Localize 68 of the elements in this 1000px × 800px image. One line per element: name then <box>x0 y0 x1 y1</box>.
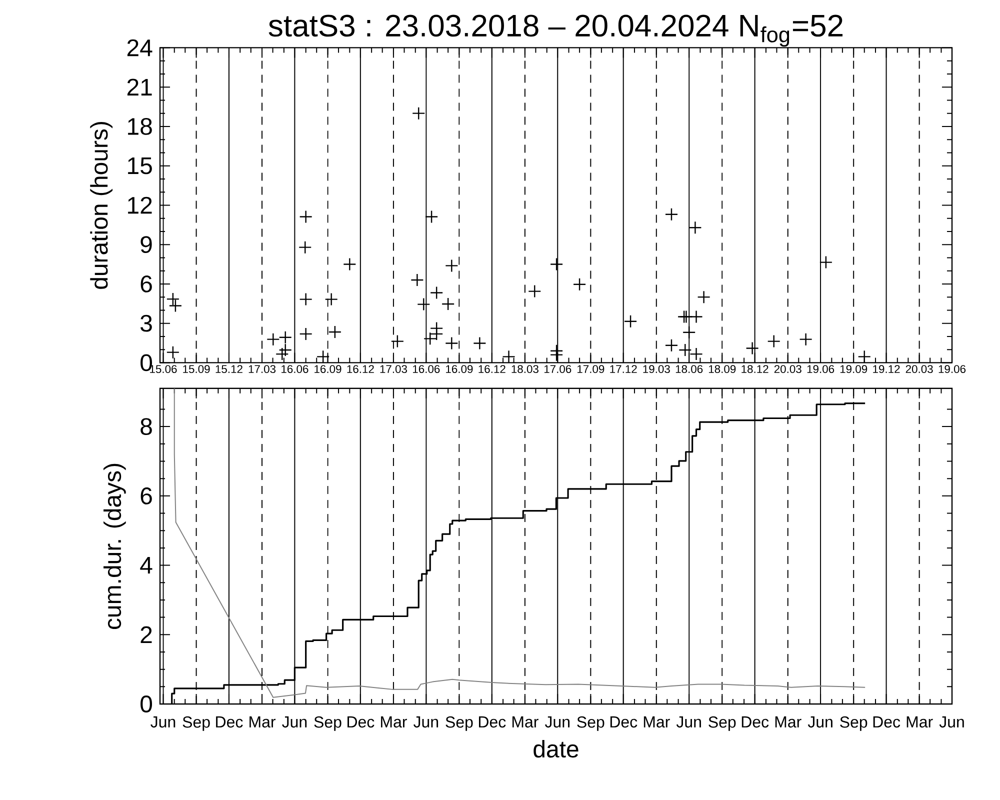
x-tick-label: Mar <box>775 716 802 728</box>
y-tick-label: 6 <box>140 275 152 292</box>
x-tick-label: 17.09 <box>578 365 604 374</box>
x-tick-label: 16.06 <box>412 365 440 374</box>
x-tick-label: Mar <box>644 716 670 728</box>
x-tick-label: 18.03 <box>512 365 538 374</box>
x-tick-label: Dec <box>478 716 506 728</box>
y-tick-label: 0 <box>140 354 152 372</box>
x-tick-label: Dec <box>873 716 900 728</box>
x-tick-label: Jun <box>544 716 570 728</box>
x-tick-label: Mar <box>512 716 538 728</box>
x-tick-label: Sep <box>708 716 736 731</box>
x-tick-label: 17.03 <box>380 365 407 374</box>
x-tick-label: 16.12 <box>478 365 506 374</box>
x-tick-label: Sep <box>446 716 473 731</box>
y-tick-label: 21 <box>127 78 152 96</box>
x-tick-label: Jun <box>150 716 176 728</box>
y-tick-label: 2 <box>140 626 152 644</box>
x-tick-label: Dec <box>742 716 769 728</box>
x-tick-label: 19.06 <box>938 365 966 374</box>
x-tick-label: Mar <box>906 716 933 728</box>
x-tick-label: Dec <box>216 716 243 728</box>
x-tick-label: 16.06 <box>282 365 308 374</box>
x-tick-label: Dec <box>348 716 374 728</box>
y-tick-label: 9 <box>140 236 152 254</box>
y-tick-label: 15 <box>128 157 152 174</box>
y-tick-label: 4 <box>140 557 152 574</box>
x-tick-label: 19.09 <box>840 365 868 374</box>
x-tick-label: Jun <box>939 716 964 728</box>
x-tick-label: Jun <box>414 716 438 728</box>
x-tick-label: 18.06 <box>676 365 703 374</box>
x-tick-label: 15.12 <box>216 365 242 374</box>
y-tick-label: 6 <box>140 487 152 504</box>
x-tick-label: 16.12 <box>347 365 374 374</box>
y-tick-label: 0 <box>140 696 152 712</box>
chart-title: statS3 : 23.03.2018 – 20.04.2024 N$_{fog}$=52 <box>268 14 842 47</box>
y-tick-label: 3 <box>140 314 152 332</box>
x-tick-label: Jun <box>676 716 701 728</box>
y-tick-label: 24 <box>127 39 152 56</box>
x-tick-label: Mar <box>381 716 407 728</box>
y-tick-label: 12 <box>128 196 152 214</box>
x-tick-label: 17.12 <box>610 365 637 373</box>
x-tick-label: Dec <box>610 716 638 728</box>
x-tick-label: 19.12 <box>873 365 900 374</box>
y-axis-title: cum.dur. (days) <box>104 464 126 630</box>
x-tick-label: Jun <box>808 716 832 728</box>
y-tick-label: 8 <box>140 418 152 436</box>
x-tick-label: 18.09 <box>708 365 736 374</box>
y-axis-title: duration (hours) <box>90 122 112 289</box>
x-tick-label: 17.06 <box>544 365 572 374</box>
x-tick-label: 15.09 <box>183 365 210 374</box>
x-tick-label: 18.12 <box>742 365 768 374</box>
x-tick-label: Sep <box>314 716 342 731</box>
x-tick-label: 15.06 <box>150 365 177 374</box>
x-tick-label: 19.03 <box>643 365 670 374</box>
x-tick-label: Sep <box>840 716 868 731</box>
x-tick-label: 20.03 <box>774 365 802 374</box>
y-tick-label: 18 <box>128 118 152 135</box>
x-tick-label: 20.03 <box>906 365 933 374</box>
x-tick-label: Jun <box>282 716 307 728</box>
x-tick-label: 16.09 <box>314 365 342 374</box>
x-tick-label: Sep <box>182 716 210 731</box>
x-tick-label: 17.03 <box>248 365 276 374</box>
x-tick-label: Mar <box>250 716 276 728</box>
x-axis-title: date <box>534 740 578 758</box>
x-tick-label: 19.06 <box>807 365 834 374</box>
x-tick-label: 16.09 <box>446 365 473 374</box>
x-tick-label: Sep <box>577 716 604 731</box>
